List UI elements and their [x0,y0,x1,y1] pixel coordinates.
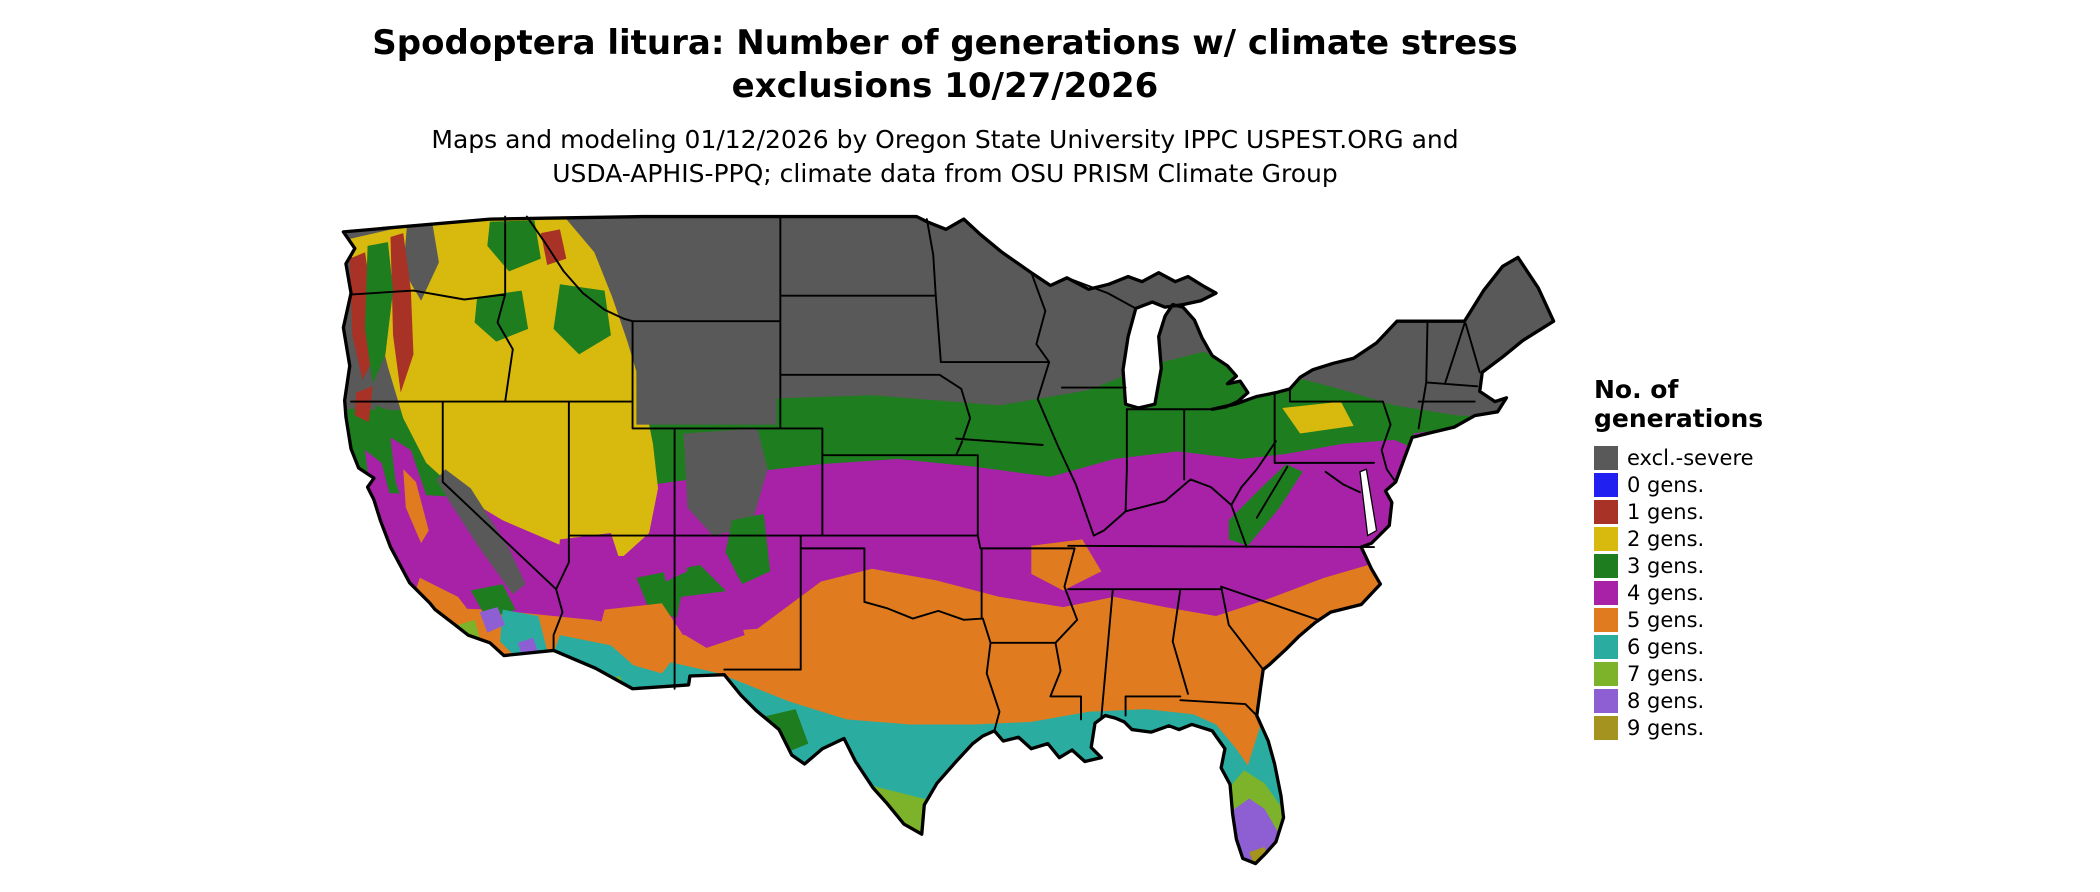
patch-3gens-new-mexico [725,513,771,585]
legend-item: 5 gens. [1594,607,1763,632]
legend-label: 3 gens. [1627,553,1705,578]
patch-1gen-cascades [390,233,414,393]
legend-label: 8 gens. [1627,688,1705,713]
patch-4gens-utah [658,533,688,582]
page-title: Spodoptera litura: Number of generations… [0,22,1890,107]
legend-item: 4 gens. [1594,580,1763,605]
legend-label: 1 gens. [1627,499,1705,524]
legend-item: 2 gens. [1594,526,1763,551]
legend-item: 9 gens. [1594,715,1763,740]
patch-gray-sierra [436,469,526,595]
title-line1: Spodoptera litura: Number of generations… [372,23,1518,63]
us-outline [341,214,1556,866]
legend-swatch-2-gens [1594,526,1618,551]
legend-swatch-9-gens [1594,715,1618,740]
state-borders [350,215,1481,732]
legend-label: 2 gens. [1627,526,1705,551]
region-8gens-band [343,798,1554,864]
patch-gray-wyoming [636,326,777,425]
patch-gray-colorado-rockies [683,428,768,536]
legend-swatch-1-gens [1594,499,1618,524]
us-generations-map [341,214,1556,866]
patch-8gens-socal-a [479,607,506,633]
legend-item: excl.-severe [1594,445,1763,470]
patch-4gens-south-nevada [556,533,628,600]
legend-swatch-excl-severe [1594,445,1618,470]
patch-3gens-puget [365,242,394,384]
patch-2gens-pennsylvania [1282,401,1354,434]
legend-item: 8 gens. [1594,688,1763,713]
patch-gray-north-cascades [403,224,439,301]
legend-label: excl.-severe [1627,445,1754,470]
legend-label: 5 gens. [1627,607,1705,632]
title-line2: exclusions 10/27/2026 [731,65,1159,106]
patch-4gens-az-nm [674,590,745,648]
legend-title: No. of generations [1594,375,1764,434]
legend-label: 9 gens. [1627,715,1705,740]
patch-1gen-north-idaho [540,229,567,266]
legend-title-line1: No. of [1594,375,1679,404]
patch-1gen-south-oregon [354,386,373,423]
subtitle-line1: Maps and modeling 01/12/2026 by Oregon S… [431,125,1459,154]
chesapeake-bay [1359,468,1378,537]
legend-swatch-7-gens [1594,661,1618,686]
subtitle-line2: USDA-APHIS-PPQ; climate data from OSU PR… [552,158,1338,188]
patch-5gens-missouri [1031,539,1102,591]
region-7gens-band [343,770,1554,864]
legend-item: 6 gens. [1594,634,1763,659]
legend-item: 3 gens. [1594,553,1763,578]
legend-label: 0 gens. [1627,472,1705,497]
legend-label: 6 gens. [1627,634,1705,659]
legend-label: 4 gens. [1627,580,1705,605]
legend-item: 1 gens. [1594,499,1763,524]
legend-swatch-3-gens [1594,553,1618,578]
region-9gens-keys [1261,861,1279,864]
legend-swatch-6-gens [1594,634,1618,659]
legend-swatch-4-gens [1594,580,1618,605]
patch-5gens-valley-core [403,469,429,544]
patch-3gens-appalachians [1228,464,1303,546]
patch-3gens-blue-mtns [474,290,529,342]
legend-item: 7 gens. [1594,661,1763,686]
legend-label: 7 gens. [1627,661,1705,686]
patch-4gens-ca-coast [365,450,411,585]
legend-swatch-5-gens [1594,607,1618,632]
patch-3gens-central-idaho [553,284,611,355]
legend-swatch-0-gens [1594,472,1618,497]
page-subtitle: Maps and modeling 01/12/2026 by Oregon S… [0,123,1890,191]
legend-swatch-8-gens [1594,688,1618,713]
legend-title-line2: generations [1594,403,1764,433]
patch-3gens-ne-washington [487,220,541,272]
legend: No. of generations excl.-severe 0 gens. … [1594,375,1764,743]
title-block: Spodoptera litura: Number of generations… [0,22,1890,191]
legend-item: 0 gens. [1594,472,1763,497]
